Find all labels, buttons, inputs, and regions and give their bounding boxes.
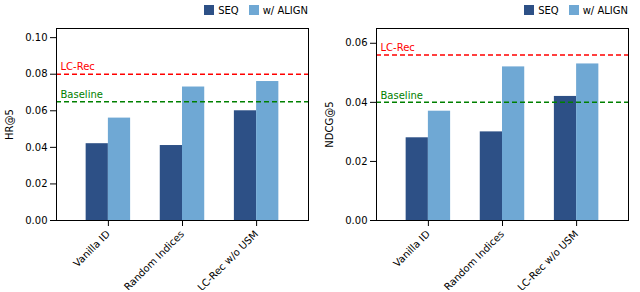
svg-text:0.00: 0.00: [25, 215, 47, 226]
svg-text:0.04: 0.04: [25, 142, 47, 153]
svg-text:0.04: 0.04: [345, 97, 367, 108]
html-text:w/ ALIGN: w/ ALIGN: [582, 4, 628, 16]
svg-text:Random Indices: Random Indices: [442, 228, 506, 290]
svg-text:NDCG@5: NDCG@5: [324, 101, 335, 147]
svg-text:0.02: 0.02: [25, 178, 47, 189]
svg-text:LC-Rec: LC-Rec: [61, 61, 95, 72]
svg-text:0.06: 0.06: [25, 105, 47, 116]
svg-text:Vanilla ID: Vanilla ID: [71, 228, 112, 269]
svg-text:LC-Rec w/o USM: LC-Rec w/o USM: [195, 228, 260, 290]
svg-text:0.00: 0.00: [345, 215, 367, 226]
html-text:SEQ: SEQ: [218, 4, 239, 16]
html-text:w/ ALIGN: w/ ALIGN: [262, 4, 308, 16]
svg-text:Vanilla ID: Vanilla ID: [391, 228, 432, 269]
svg-text:0.10: 0.10: [25, 32, 47, 43]
svg-text:Baseline: Baseline: [61, 89, 103, 100]
svg-text:Random Indices: Random Indices: [122, 228, 186, 290]
svg-text:LC-Rec: LC-Rec: [381, 42, 415, 53]
svg-text:LC-Rec w/o USM: LC-Rec w/o USM: [515, 228, 580, 290]
svg-text:Baseline: Baseline: [381, 90, 423, 101]
svg-text:HR@5: HR@5: [4, 109, 15, 140]
html-text:SEQ: SEQ: [538, 4, 559, 16]
svg-text:0.06: 0.06: [345, 37, 367, 48]
svg-text:0.02: 0.02: [345, 156, 367, 167]
svg-text:0.08: 0.08: [25, 68, 47, 79]
